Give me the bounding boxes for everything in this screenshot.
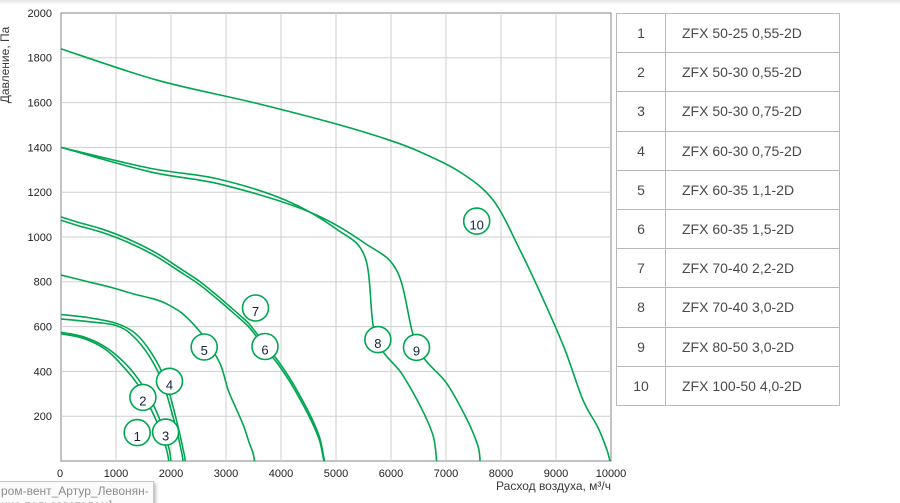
svg-text:200: 200 bbox=[34, 411, 52, 423]
svg-text:600: 600 bbox=[34, 321, 52, 333]
svg-text:1000: 1000 bbox=[28, 232, 52, 244]
svg-text:9: 9 bbox=[413, 344, 420, 359]
svg-text:2000: 2000 bbox=[159, 468, 183, 480]
svg-text:1: 1 bbox=[134, 429, 141, 444]
svg-text:3000: 3000 bbox=[214, 468, 238, 480]
svg-text:6: 6 bbox=[261, 343, 268, 358]
svg-text:2000: 2000 bbox=[28, 8, 52, 20]
svg-text:7000: 7000 bbox=[434, 468, 458, 480]
svg-text:8000: 8000 bbox=[489, 468, 513, 480]
svg-text:Расход воздуха, м³/ч: Расход воздуха, м³/ч bbox=[496, 479, 611, 493]
svg-text:4000: 4000 bbox=[269, 468, 293, 480]
svg-text:400: 400 bbox=[34, 366, 52, 378]
svg-text:2: 2 bbox=[139, 394, 146, 409]
svg-text:1200: 1200 bbox=[28, 187, 52, 199]
svg-text:6000: 6000 bbox=[379, 468, 403, 480]
svg-text:5000: 5000 bbox=[324, 468, 348, 480]
svg-text:1000: 1000 bbox=[104, 468, 128, 480]
svg-text:8: 8 bbox=[374, 336, 381, 351]
svg-text:9000: 9000 bbox=[544, 468, 568, 480]
svg-text:4: 4 bbox=[166, 378, 173, 393]
svg-text:7: 7 bbox=[252, 304, 259, 319]
svg-text:1800: 1800 bbox=[28, 53, 52, 65]
svg-text:10: 10 bbox=[469, 217, 483, 232]
svg-text:1600: 1600 bbox=[28, 97, 52, 109]
svg-text:0: 0 bbox=[57, 468, 63, 480]
svg-text:1400: 1400 bbox=[28, 142, 52, 154]
svg-text:Давление, Па: Давление, Па bbox=[0, 26, 12, 103]
svg-text:3: 3 bbox=[162, 428, 169, 443]
svg-text:10000: 10000 bbox=[596, 468, 627, 480]
svg-text:5: 5 bbox=[201, 343, 208, 358]
svg-text:800: 800 bbox=[34, 277, 52, 289]
